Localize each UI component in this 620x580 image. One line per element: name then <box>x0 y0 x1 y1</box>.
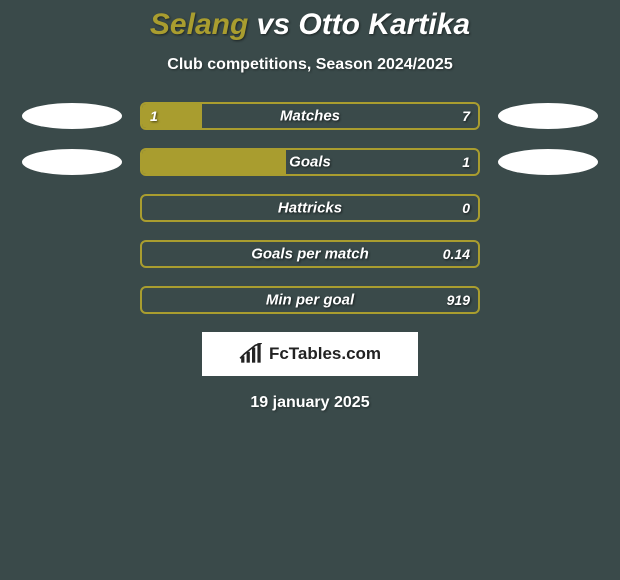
vs-text: vs <box>257 8 290 41</box>
comparison-title: Selang vs Otto Kartika <box>0 0 620 42</box>
stat-bar: Hattricks 0 <box>140 194 480 222</box>
comparison-bars: Matches 1 7 Goals 1 Hattricks 0 Goals per match… <box>0 102 620 314</box>
stat-label: Goals <box>289 154 331 171</box>
stat-bar-fill <box>142 150 286 174</box>
chart-icon <box>239 343 265 365</box>
stat-bar: Min per goal 919 <box>140 286 480 314</box>
player1-avatar <box>22 149 122 175</box>
brand-text: FcTables.com <box>269 344 381 364</box>
stat-value-right: 919 <box>447 292 470 308</box>
brand-suffix: Tables.com <box>289 344 381 363</box>
stat-value-left: 1 <box>150 108 158 124</box>
stat-label: Matches <box>280 108 340 125</box>
stat-value-right: 0.14 <box>443 246 470 262</box>
stat-row: Goals 1 <box>0 148 620 176</box>
stat-value-right: 1 <box>462 154 470 170</box>
stat-bar: Matches 1 7 <box>140 102 480 130</box>
stat-value-right: 0 <box>462 200 470 216</box>
player2-name: Otto Kartika <box>298 8 470 41</box>
stat-row: Min per goal 919 <box>0 286 620 314</box>
player2-avatar <box>498 103 598 129</box>
stat-label: Goals per match <box>251 246 369 263</box>
stat-value-right: 7 <box>462 108 470 124</box>
brand-logo: FcTables.com <box>202 332 418 376</box>
stat-row: Goals per match 0.14 <box>0 240 620 268</box>
stat-bar: Goals 1 <box>140 148 480 176</box>
brand-prefix: Fc <box>269 344 289 363</box>
stat-label: Min per goal <box>266 292 354 309</box>
player1-name: Selang <box>150 8 248 41</box>
stat-row: Matches 1 7 <box>0 102 620 130</box>
date-text: 19 january 2025 <box>0 394 620 412</box>
subtitle: Club competitions, Season 2024/2025 <box>0 56 620 74</box>
stat-bar: Goals per match 0.14 <box>140 240 480 268</box>
player2-avatar <box>498 149 598 175</box>
player1-avatar <box>22 103 122 129</box>
stat-row: Hattricks 0 <box>0 194 620 222</box>
stat-label: Hattricks <box>278 200 342 217</box>
